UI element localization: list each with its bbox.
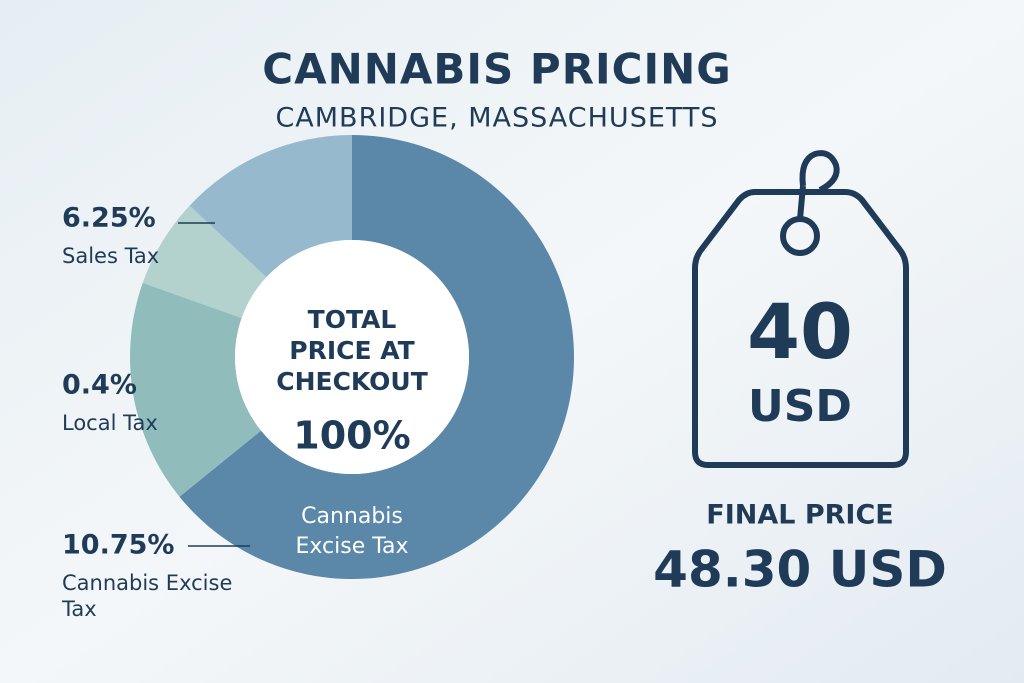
donut-segment [129, 282, 262, 497]
center-label: TOTAL [308, 305, 397, 334]
tag-body [692, 189, 909, 468]
title: CANNABIS PRICING [262, 45, 731, 94]
donut-segment [179, 135, 574, 579]
tax-name: Local Tax [62, 411, 158, 435]
center-value: 100% [293, 414, 410, 458]
donut-hole [235, 240, 469, 474]
texts: CANNABIS PRICING CAMBRIDGE, MASSACHUSETT… [61, 45, 947, 622]
tax-rate: 10.75% [62, 530, 174, 561]
tag-amount: 40 [747, 287, 853, 376]
donut-segment [189, 135, 352, 278]
segment-label: Cannabis [301, 504, 403, 529]
tax-rate: 0.4% [62, 370, 137, 401]
donut [129, 135, 574, 579]
final-label: FINAL PRICE [706, 500, 893, 531]
center-label: PRICE AT [289, 336, 414, 365]
subtitle: CAMBRIDGE, MASSACHUSETTS [275, 103, 718, 134]
center-label: CHECKOUT [276, 367, 428, 396]
tax-name: Tax [61, 597, 97, 621]
tax-name: Sales Tax [62, 244, 159, 268]
segment-label: Excise Tax [295, 534, 408, 559]
price-tag [692, 150, 909, 468]
tax-name: Cannabis Excise [62, 571, 232, 595]
donut-segment [142, 205, 267, 318]
final-value: 48.30 USD [653, 541, 947, 599]
tag-string [797, 150, 840, 220]
tag-unit: USD [748, 381, 852, 432]
tax-rate: 6.25% [62, 203, 156, 234]
